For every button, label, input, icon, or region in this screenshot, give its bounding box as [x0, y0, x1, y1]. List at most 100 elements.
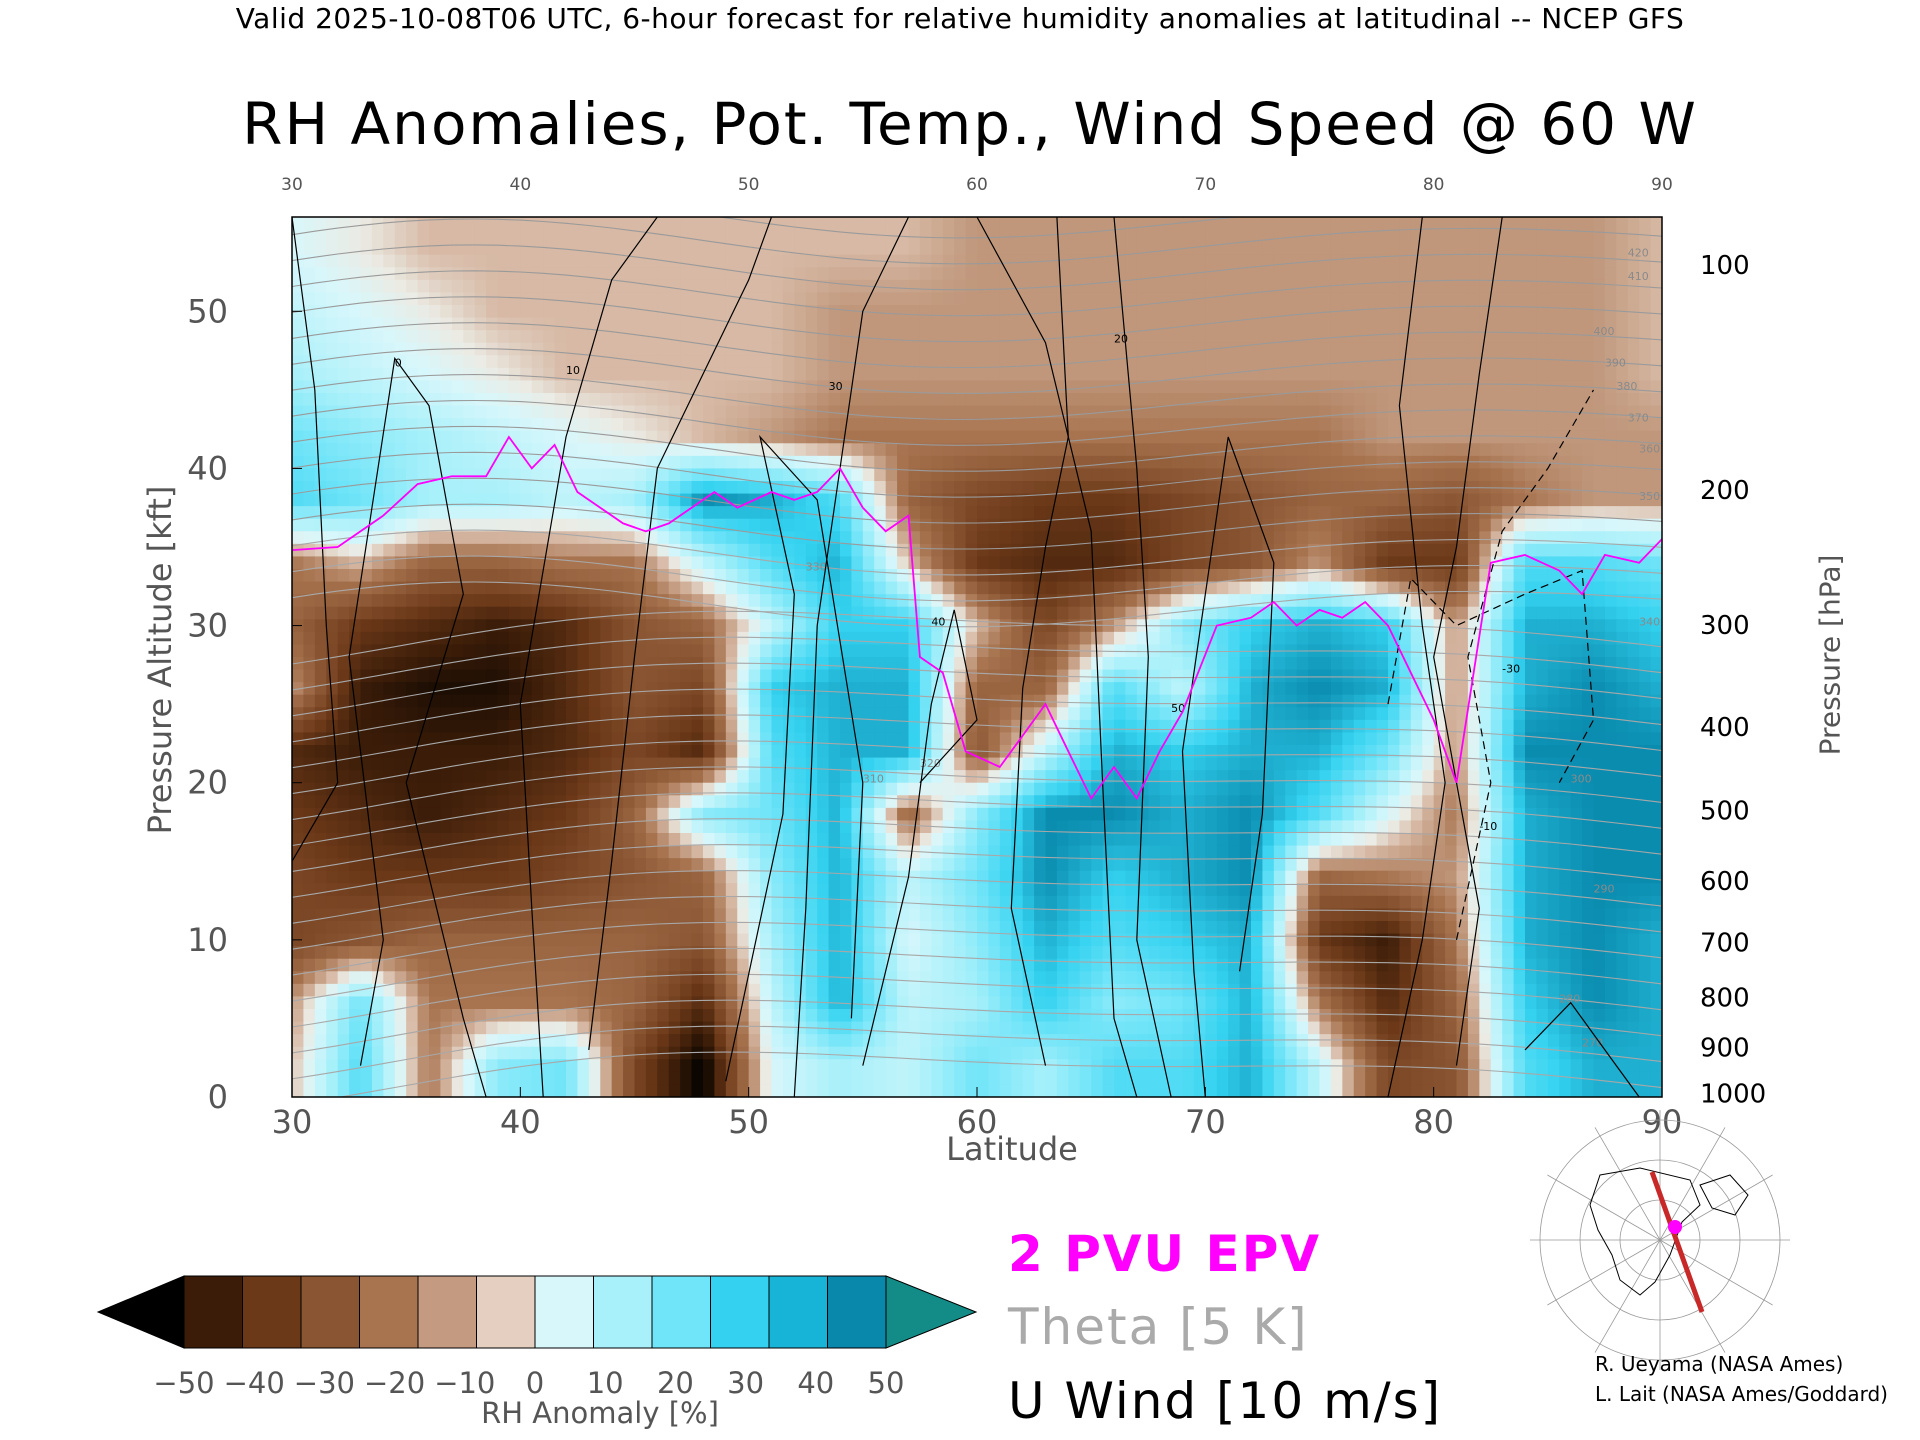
heat-cell [1479, 493, 1492, 507]
heat-cell [1456, 418, 1469, 432]
heat-cell [748, 367, 761, 382]
heat-cell [349, 493, 362, 507]
heat-cell [360, 594, 373, 608]
heat-cell [1570, 506, 1583, 520]
heat-cell [360, 367, 373, 382]
heat-cell [554, 657, 567, 671]
heat-cell [805, 682, 818, 696]
heat-cell [486, 418, 499, 432]
heat-cell [1467, 393, 1480, 407]
heat-cell [383, 732, 396, 746]
heat-cell [999, 606, 1012, 620]
heat-cell [1171, 380, 1184, 394]
heat-cell [1079, 443, 1092, 457]
heat-cell [645, 242, 658, 256]
heat-cell [897, 543, 910, 558]
heat-cell [760, 719, 773, 734]
heat-cell [714, 355, 727, 369]
heat-cell [1604, 380, 1617, 394]
heat-cell [1547, 380, 1560, 394]
heat-cell [1171, 355, 1184, 369]
heat-cell [1068, 443, 1081, 457]
heat-cell [1022, 569, 1035, 583]
heat-cell [1513, 581, 1526, 595]
heat-cell [520, 518, 533, 532]
heat-cell [805, 543, 818, 558]
heat-cell [486, 606, 499, 620]
heat-cell [897, 330, 910, 344]
heat-cell [566, 619, 579, 633]
heat-cell [1079, 292, 1092, 306]
heat-cell [577, 305, 590, 319]
heat-cell [611, 606, 624, 620]
heat-cell [1627, 367, 1640, 382]
heat-cell [588, 355, 601, 369]
heat-cell [1525, 506, 1538, 520]
heat-cell [417, 644, 430, 658]
heat-cell [748, 631, 761, 646]
heat-cell [1502, 594, 1515, 608]
heat-cell [588, 543, 601, 558]
heat-cell [748, 405, 761, 419]
heat-cell [645, 430, 658, 444]
heat-cell [554, 418, 567, 432]
heat-cell [337, 292, 350, 306]
heat-cell [1148, 669, 1161, 683]
heat-cell [1285, 531, 1298, 545]
heat-cell [1616, 694, 1629, 708]
heat-cell [737, 481, 750, 495]
heat-cell [919, 279, 932, 294]
heat-cell [657, 317, 670, 331]
heat-cell [1570, 594, 1583, 608]
heat-cell [1433, 506, 1446, 520]
heat-cell [1262, 217, 1275, 231]
heat-cell [771, 556, 784, 570]
heat-cell [1388, 455, 1401, 470]
heat-cell [1445, 254, 1458, 268]
heat-cell [1376, 267, 1389, 281]
heat-cell [1456, 506, 1469, 520]
heat-cell [508, 418, 521, 432]
heat-cell [623, 455, 636, 470]
heat-cell [1399, 393, 1412, 407]
heat-cell [1342, 682, 1355, 696]
heat-cell [463, 355, 476, 369]
heat-cell [760, 405, 773, 419]
heat-cell [1422, 430, 1435, 444]
heat-cell [977, 531, 990, 545]
heat-cell [1285, 242, 1298, 256]
heat-cell [1011, 606, 1024, 620]
heat-cell [371, 682, 384, 696]
heat-cell [988, 330, 1001, 344]
heat-cell [657, 531, 670, 545]
heat-cell [600, 543, 613, 558]
heat-cell [634, 267, 647, 281]
heat-cell [1125, 279, 1138, 294]
heat-cell [782, 292, 795, 306]
heat-cell [337, 367, 350, 382]
heat-cell [931, 481, 944, 495]
heat-cell [463, 393, 476, 407]
heat-cell [508, 279, 521, 294]
heat-cell [1205, 305, 1218, 319]
heat-cell [1205, 455, 1218, 470]
heat-cell [1056, 506, 1069, 520]
heat-cell [805, 707, 818, 721]
heat-cell [817, 518, 830, 532]
heat-cell [531, 254, 544, 268]
heat-cell [451, 481, 464, 495]
heat-cell [1056, 556, 1069, 570]
heat-cell [1171, 631, 1184, 646]
heat-cell [725, 418, 738, 432]
heat-cell [1399, 594, 1412, 608]
heat-cell [520, 367, 533, 382]
heat-cell [1593, 669, 1606, 683]
heat-cell [543, 292, 556, 306]
heat-cell [429, 606, 442, 620]
heat-cell [1456, 393, 1469, 407]
heat-cell [371, 367, 384, 382]
heat-cell [1593, 518, 1606, 532]
heat-cell [1148, 317, 1161, 331]
heat-cell [1228, 669, 1241, 683]
heat-cell [988, 694, 1001, 708]
